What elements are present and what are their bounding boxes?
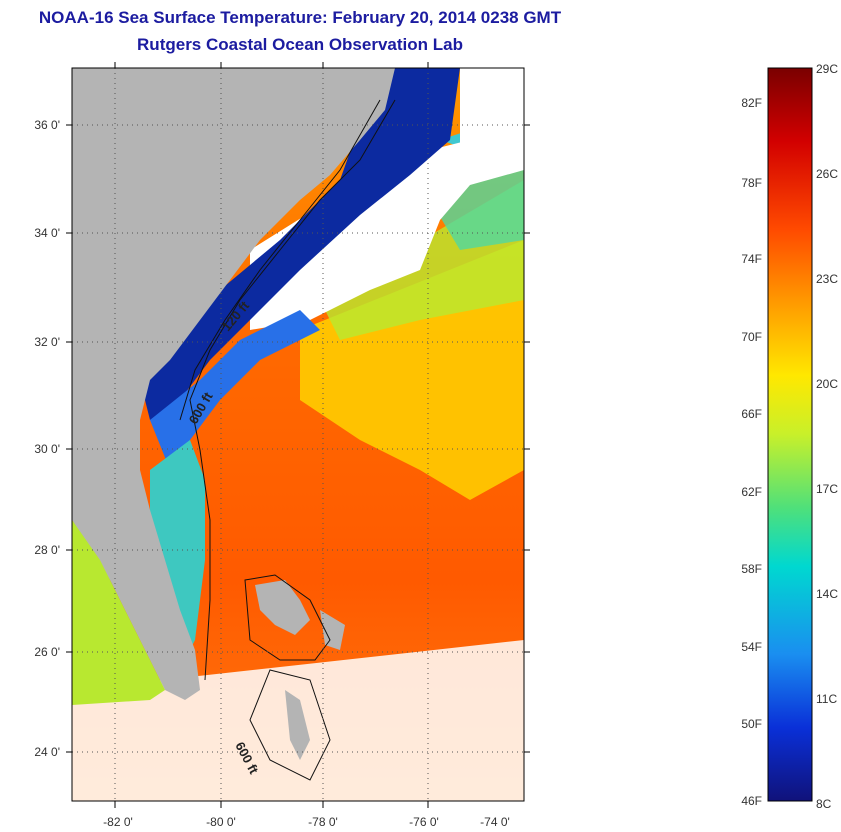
map-frame <box>71 67 525 802</box>
colorbar-c-label: 26C <box>816 167 838 181</box>
colorbar-f-label: 78F <box>741 176 762 190</box>
graticule <box>72 68 524 801</box>
cold-coastal-water <box>140 68 460 420</box>
colorbar-f-label: 54F <box>741 640 762 654</box>
lon-tick-label: -76 0' <box>409 815 439 829</box>
lat-tick-label: 26 0' <box>34 645 60 659</box>
sst-patch-cyan <box>430 160 524 250</box>
gulf-water <box>72 520 165 705</box>
island-abaco <box>320 610 345 650</box>
map-ticks <box>66 62 530 808</box>
cloud-cover-northeast <box>460 68 524 150</box>
colorbar-c-label: 29C <box>816 62 838 76</box>
island-andros <box>285 690 310 760</box>
lon-tick-label: -80 0' <box>206 815 236 829</box>
colorbar-f-label: 62F <box>741 485 762 499</box>
colorbar-f-label: 46F <box>741 794 762 808</box>
lon-tick-label: -78 0' <box>308 815 338 829</box>
contour-bahamas-bank <box>244 574 331 661</box>
colorbar-f-label: 58F <box>741 562 762 576</box>
contour-600ft <box>189 99 396 681</box>
colorbar-c-label: 14C <box>816 587 838 601</box>
lat-tick-label: 34 0' <box>34 226 60 240</box>
colorbar-f-label: 74F <box>741 252 762 266</box>
colorbar-c-label: 8C <box>816 797 832 811</box>
colorbar-f-label: 82F <box>741 96 762 110</box>
colorbar-c-label: 11C <box>816 692 837 706</box>
lat-tick-label: 28 0' <box>34 543 60 557</box>
colorbar-c-label: 17C <box>816 482 838 496</box>
map-title: NOAA-16 Sea Surface Temperature: Februar… <box>38 8 562 27</box>
lat-tick-label: 24 0' <box>34 745 60 759</box>
colorbar-c-label: 23C <box>816 272 838 286</box>
map-subtitle: Rutgers Coastal Ocean Observation Lab <box>137 35 463 54</box>
colorbar-f-label: 50F <box>741 717 762 731</box>
colorbar-c-label: 20C <box>816 377 838 391</box>
map-area <box>72 68 524 801</box>
contour-120ft <box>179 99 381 421</box>
lon-tick-label: -74 0' <box>480 815 510 829</box>
cool-shelf-water <box>150 310 320 470</box>
colorbar-gradient <box>767 67 813 802</box>
island-grand-bahama <box>255 580 310 635</box>
colorbar-f-label: 66F <box>741 407 762 421</box>
lon-tick-label: -82 0' <box>103 815 133 829</box>
colorbar-f-label: 70F <box>741 330 762 344</box>
cloud-cover-north <box>250 120 524 330</box>
lat-tick-label: 36 0' <box>34 118 60 132</box>
lat-tick-label: 32 0' <box>34 335 60 349</box>
lat-tick-label: 30 0' <box>34 442 60 456</box>
contour-andros-bank <box>249 669 331 781</box>
land-mainland <box>72 68 395 700</box>
colorbar: 82F 78F 74F 70F 66F 62F 58F 54F 50F 46F … <box>741 62 838 811</box>
